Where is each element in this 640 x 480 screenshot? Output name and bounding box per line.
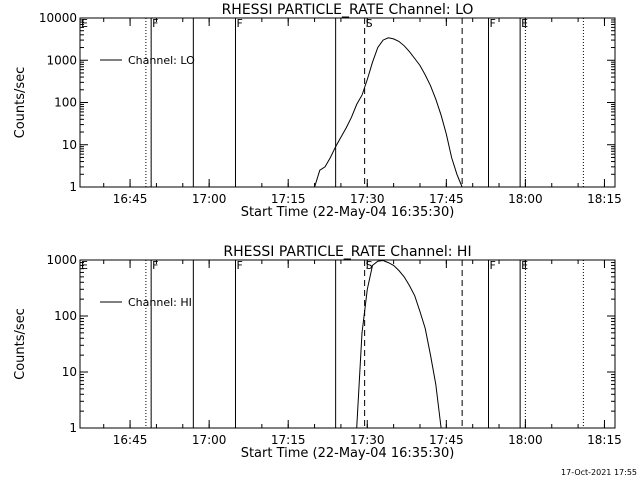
x-tick-label: 16:45 (113, 433, 148, 447)
x-tick-label: 18:15 (587, 192, 622, 206)
y-tick-label: 100 (54, 96, 77, 110)
legend-label: Channel: HI (128, 296, 192, 309)
series-line (314, 37, 463, 188)
event-marker-label: F (152, 17, 158, 30)
x-tick-label: 17:15 (271, 433, 306, 447)
x-tick-label: 17:30 (350, 192, 385, 206)
panel-lo: RHESSI PARTICLE_RATE Channel: LO 1 10 100 10… (13, 2, 622, 220)
event-marker-label: S (366, 259, 373, 272)
y-tick-label: 100 (54, 309, 77, 323)
plot-frame (79, 259, 616, 429)
event-marker-label: F (489, 259, 495, 272)
legend-label: Channel: LO (128, 54, 195, 67)
event-marker-label: F (236, 259, 242, 272)
y-tick-label: 10000 (39, 11, 77, 25)
panel-hi: RHESSI PARTICLE_RATE Channel: HI 1 10 100 10… (13, 244, 622, 461)
x-axis-label: Start Time (22-May-04 16:35:30) (241, 446, 455, 461)
event-marker-label: S (366, 17, 373, 30)
y-tick-label: 1000 (46, 53, 77, 67)
x-tick-label: 17:15 (271, 192, 306, 206)
y-tick-label: 1000 (46, 253, 77, 267)
event-marker-label: F (489, 17, 495, 30)
x-tick-label: 16:45 (113, 192, 148, 206)
event-marker-label: E (81, 259, 88, 272)
x-axis-label: Start Time (22-May-04 16:35:30) (241, 205, 455, 220)
y-tick-label: 1 (69, 421, 77, 435)
x-tick-label: 17:00 (192, 192, 227, 206)
x-tick-label: 18:15 (587, 433, 622, 447)
footer-timestamp: 17-Oct-2021 17:55 (561, 468, 637, 477)
x-tick-label: 18:00 (508, 433, 543, 447)
x-tick-label: 17:45 (429, 192, 464, 206)
y-tick-label: 10 (62, 365, 77, 379)
event-marker-label: E (521, 17, 528, 30)
event-marker-label: E (81, 17, 88, 30)
event-marker-label: F (236, 17, 242, 30)
y-tick-label: 10 (62, 138, 77, 152)
chart-title: RHESSI PARTICLE_RATE Channel: LO (222, 2, 474, 18)
event-marker-label: E (521, 259, 528, 272)
y-axis-label: Counts/sec (13, 67, 28, 139)
x-tick-label: 17:45 (429, 433, 464, 447)
y-axis-label: Counts/sec (13, 308, 28, 380)
x-tick-label: 17:00 (192, 433, 227, 447)
x-tick-label: 17:30 (350, 433, 385, 447)
x-tick-label: 18:00 (508, 192, 543, 206)
event-marker-label: F (152, 259, 158, 272)
series-line (356, 259, 442, 429)
chart-title: RHESSI PARTICLE_RATE Channel: HI (223, 244, 471, 260)
y-tick-label: 1 (69, 180, 77, 194)
plot-frame (79, 17, 616, 188)
